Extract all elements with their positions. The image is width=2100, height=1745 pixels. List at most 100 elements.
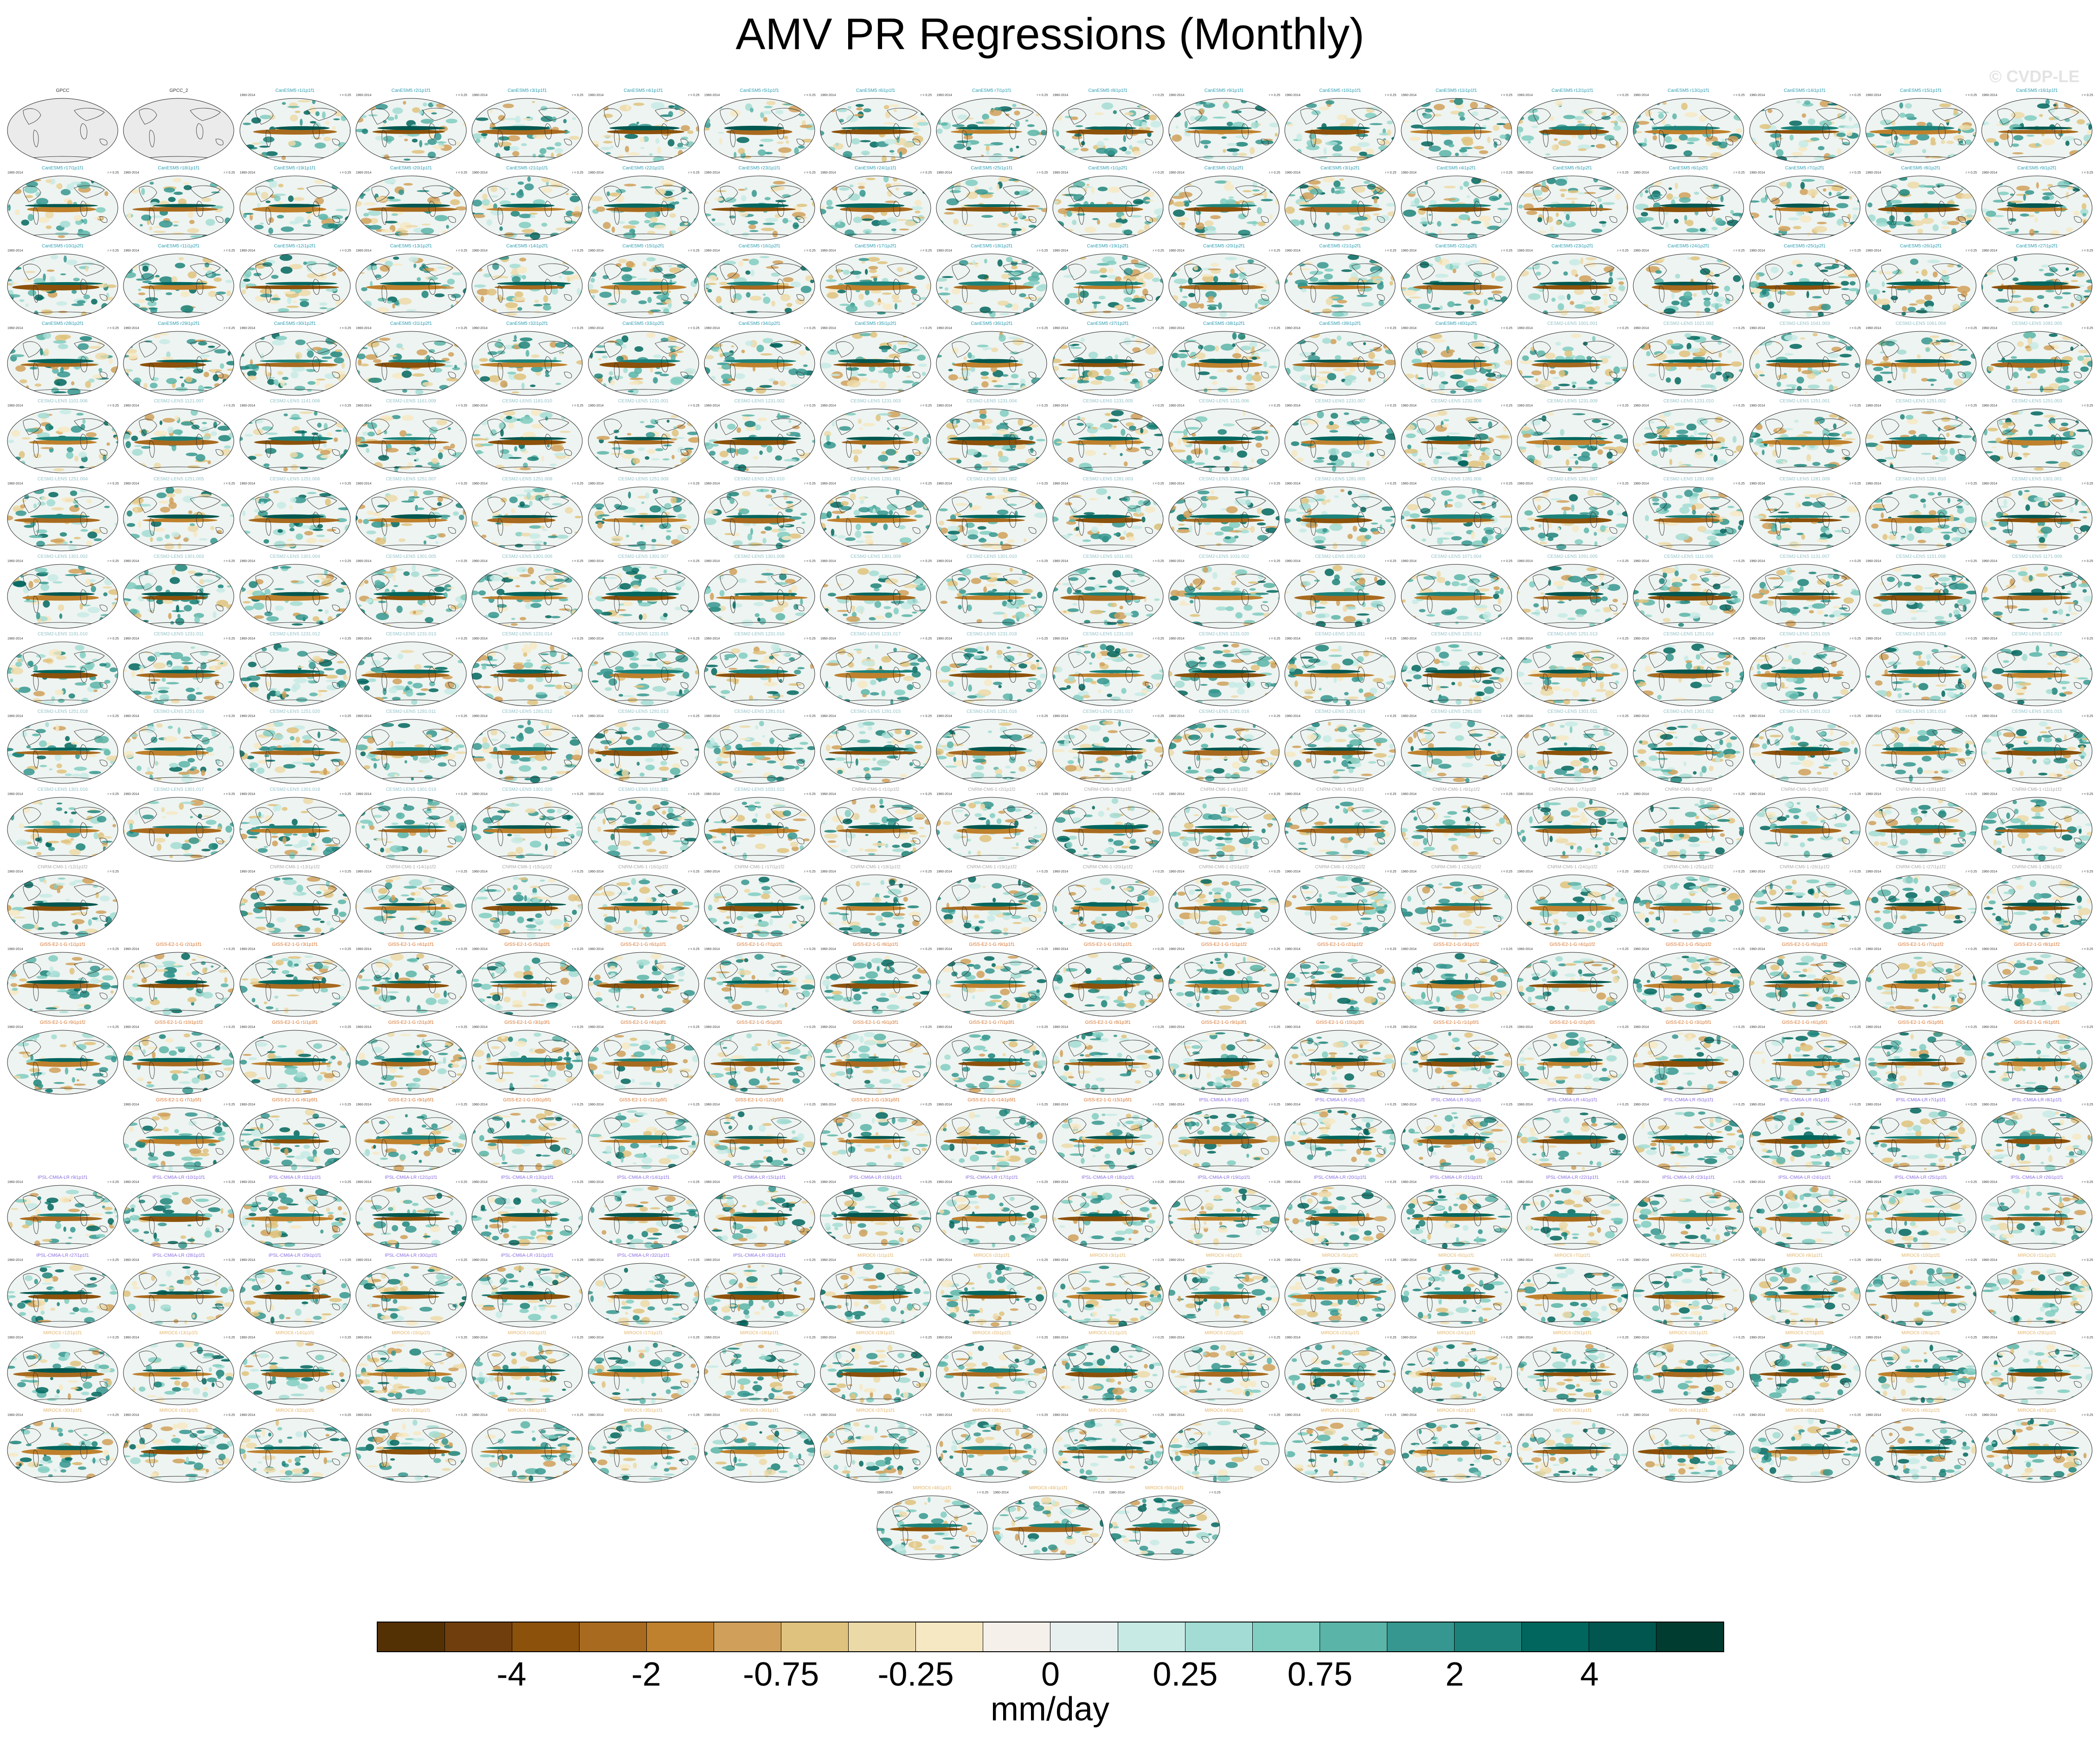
panel-title: CNRM-CM6-1 r6i1p1f2 xyxy=(1398,787,1514,793)
panel-title: MIROC6 r34i1p1f1 xyxy=(469,1408,585,1414)
coastline xyxy=(1300,341,1385,391)
regression-map xyxy=(1168,98,1280,163)
panel-period: 1960-2014 xyxy=(356,1414,371,1417)
regression-map xyxy=(1633,641,1744,706)
map-panel: GISS-E2-1-G r6i1p3f1 1960-2014 r = 0.25 xyxy=(818,1018,934,1096)
panel-stat: r = 0.25 xyxy=(340,1181,351,1184)
panel-period: 1960-2014 xyxy=(704,327,720,330)
panel-stat: r = 0.25 xyxy=(1966,249,1977,253)
map-panel: CanESM5 r5i1p2f1 1960-2014 r = 0.25 xyxy=(1514,164,1630,242)
map-panel: CESM2-LENS 1021.002 1960-2014 r = 0.25 xyxy=(1630,319,1746,397)
regression-map xyxy=(471,331,583,396)
colorbar-box xyxy=(1454,1622,1522,1651)
coastline xyxy=(1184,1273,1269,1323)
colorbar-box xyxy=(1252,1622,1320,1651)
panel-title: CanESM5 r32i1p2f1 xyxy=(469,321,585,327)
panel-stat: r = 0.25 xyxy=(1153,793,1164,796)
panel-period: 1960-2014 xyxy=(7,637,23,641)
panel-title: IPSL-CM6A-LR r21i1p1f1 xyxy=(1398,1175,1514,1181)
coastline xyxy=(1300,108,1385,158)
coastline xyxy=(604,807,688,857)
panel-stat: r = 0.25 xyxy=(1037,404,1048,408)
map-panel: CNRM-CM6-1 r6i1p1f2 1960-2014 r = 0.25 xyxy=(1398,785,1514,863)
map-panel: CESM2-LENS 1251.003 1960-2014 r = 0.25 xyxy=(1979,397,2095,475)
map-panel: CanESM5 r6i1p2f1 1960-2014 r = 0.25 xyxy=(1630,164,1746,242)
panel-title: CESM2-LENS 1301.008 xyxy=(702,554,818,560)
panel-stat: r = 0.25 xyxy=(921,1181,932,1184)
panel-title: CNRM-CM6-1 r18i1p1f2 xyxy=(818,865,934,870)
panel-period: 1960-2014 xyxy=(1982,404,1997,408)
colorbar-labels: -4 -2 -0.75 -0.25 0 0.25 0.75 2 4 xyxy=(0,1656,2100,1693)
coastline xyxy=(836,1117,921,1168)
panel-title: MIROC6 r25i1p1f1 xyxy=(1514,1331,1630,1336)
regression-map xyxy=(123,1185,234,1250)
coastline xyxy=(720,108,805,158)
panel-title: GISS-E2-1-G r7i1p1f2 xyxy=(1863,942,1979,948)
panel-title: CESM2-LENS 1251.017 xyxy=(1979,632,2095,637)
map-panel: CanESM5 r1i1p2f1 1960-2014 r = 0.25 xyxy=(1050,164,1166,242)
panel-title: CESM2-LENS 1101.006 xyxy=(5,399,121,404)
panel-period: 1960-2014 xyxy=(704,94,720,97)
coastline xyxy=(1184,263,1269,314)
panel-title: MIROC6 r45i1p1f1 xyxy=(1747,1408,1863,1414)
coastline xyxy=(1533,807,1617,857)
coastline xyxy=(487,651,572,702)
coastline xyxy=(1881,263,1966,314)
map-panel: CESM2-LENS 1281.016 1960-2014 r = 0.25 xyxy=(934,707,1050,785)
map-panel: GPCC_2 xyxy=(121,86,237,164)
panel-period: 1960-2014 xyxy=(820,793,836,796)
panel-title: CNRM-CM6-1 r9i1p1f2 xyxy=(1747,787,1863,793)
regression-map xyxy=(704,564,815,629)
panel-stat: r = 0.25 xyxy=(2082,637,2093,641)
map-panel: IPSL-CM6A-LR r17i1p1f1 1960-2014 r = 0.25 xyxy=(934,1173,1050,1251)
regression-map xyxy=(1284,797,1396,862)
map-panel: MIROC6 r45i1p1f1 1960-2014 r = 0.25 xyxy=(1747,1406,1863,1484)
panel-stat: r = 0.25 xyxy=(921,1103,932,1107)
coastline xyxy=(1068,651,1153,702)
panel-stat: r = 0.25 xyxy=(1733,404,1745,408)
colorbar-tick-label: 2 xyxy=(1445,1656,1464,1693)
panel-stat: r = 0.25 xyxy=(1733,870,1745,874)
panel-title: CanESM5 r1i1p1f1 xyxy=(237,88,353,94)
coastline xyxy=(720,1040,805,1090)
map-panel: IPSL-CM6A-LR r30i1p1f1 1960-2014 r = 0.25 xyxy=(353,1251,469,1329)
map-panel: MIROC6 r29i1p1f1 1960-2014 r = 0.25 xyxy=(1979,1329,2095,1407)
panel-stat: r = 0.25 xyxy=(689,1026,700,1029)
panel-stat: r = 0.25 xyxy=(2082,482,2093,486)
regression-map xyxy=(1633,1263,1744,1327)
map-panel: CanESM5 r3i1p2f1 1960-2014 r = 0.25 xyxy=(1282,164,1398,242)
regression-map xyxy=(588,1185,699,1250)
panel-stat: r = 0.25 xyxy=(921,1259,932,1262)
regression-map xyxy=(936,331,1047,396)
regression-map xyxy=(820,331,931,396)
panel-period: 1960-2014 xyxy=(1401,94,1417,97)
panel-period: 1960-2014 xyxy=(1053,1181,1068,1184)
coastline xyxy=(1300,1195,1385,1245)
panel-period: 1960-2014 xyxy=(1401,1259,1417,1262)
panel-period: 1960-2014 xyxy=(1169,1181,1184,1184)
panel-period: 1960-2014 xyxy=(588,560,604,563)
regression-map xyxy=(239,253,351,318)
coastline xyxy=(1184,1428,1269,1478)
map-panel: IPSL-CM6A-LR r32i1p1f1 1960-2014 r = 0.25 xyxy=(586,1251,702,1329)
panel-title: CNRM-CM6-1 r24i1p1f2 xyxy=(1514,865,1630,870)
coastline xyxy=(1765,108,1849,158)
panel-period: 1960-2014 xyxy=(936,482,952,486)
map-panel: MIROC6 r37i1p1f1 1960-2014 r = 0.25 xyxy=(818,1406,934,1484)
coastline xyxy=(1184,962,1269,1012)
regression-map xyxy=(1865,408,1977,473)
regression-map xyxy=(1749,1107,1860,1172)
panel-title: CNRM-CM6-1 r12i1p1f2 xyxy=(5,865,121,870)
colorbar-box xyxy=(1118,1622,1185,1651)
panel-period: 1960-2014 xyxy=(1401,793,1417,796)
regression-map xyxy=(1401,719,1512,784)
panel-stat: r = 0.25 xyxy=(1501,94,1513,97)
coastline xyxy=(720,1428,805,1478)
panel-title: CESM2-LENS 1301.004 xyxy=(237,554,353,560)
map-panel: CESM2-LENS 1011.001 1960-2014 r = 0.25 xyxy=(1050,552,1166,630)
panel-stat: r = 0.25 xyxy=(805,1103,816,1107)
map-panel: CESM2-LENS 1031.022 1960-2014 r = 0.25 xyxy=(702,785,818,863)
regression-map xyxy=(7,1030,118,1095)
panel-title: MIROC6 r5i1p1f1 xyxy=(1282,1253,1398,1259)
regression-map xyxy=(471,719,583,784)
